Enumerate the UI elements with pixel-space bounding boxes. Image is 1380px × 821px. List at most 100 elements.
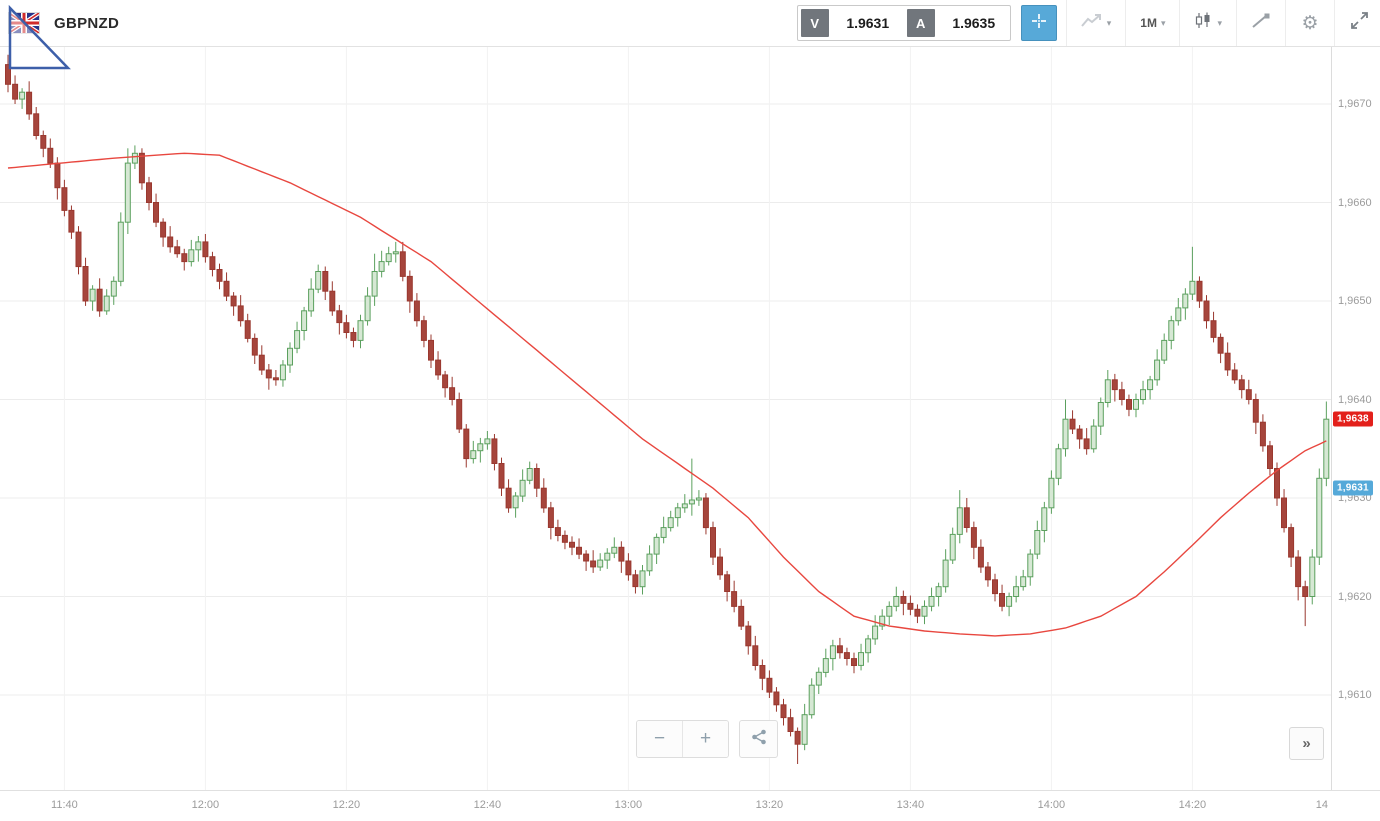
- candle-body: [1182, 293, 1189, 309]
- candle-body: [639, 570, 646, 588]
- candle-body: [322, 271, 329, 292]
- candle-body: [82, 266, 89, 302]
- candle-body: [540, 487, 547, 509]
- candle-body: [1189, 280, 1196, 295]
- time-axis[interactable]: 11:40 12:00 12:20 12:40 13:00 13:20 13:40 14:00…: [0, 790, 1380, 821]
- plus-icon: +: [699, 728, 712, 749]
- candle-body: [970, 527, 977, 548]
- candle-body: [583, 553, 590, 562]
- candle-body: [195, 241, 202, 251]
- candle-body: [498, 463, 505, 489]
- candle-body: [695, 497, 702, 501]
- candle-body: [928, 596, 935, 607]
- candle-body: [843, 652, 850, 659]
- candle-body: [103, 295, 110, 312]
- sell-button[interactable]: V: [800, 9, 829, 37]
- crosshair-tool-button[interactable]: [1020, 5, 1057, 41]
- candle-body: [209, 256, 216, 270]
- candle-body: [1281, 497, 1287, 529]
- candle-body: [702, 497, 709, 529]
- candle-body: [54, 162, 61, 189]
- candle-body: [547, 507, 554, 528]
- candle-body: [12, 83, 19, 100]
- candle-body: [124, 162, 131, 223]
- settings-button[interactable]: ⚙: [1295, 8, 1325, 38]
- candle-body: [1097, 402, 1104, 427]
- zoom-in-button[interactable]: +: [682, 721, 728, 757]
- x-axis-label: 14:20: [1178, 799, 1207, 811]
- zoom-out-button[interactable]: −: [637, 721, 682, 757]
- candle-body: [251, 337, 258, 356]
- symbol-title: GBPNZD: [54, 14, 120, 32]
- candle-body: [1245, 389, 1252, 401]
- collapse-chart-button[interactable]: [1344, 8, 1374, 38]
- candle-body: [942, 559, 949, 588]
- share-button[interactable]: [739, 720, 778, 758]
- candle-body: [237, 305, 244, 322]
- toolbar: GBPNZD V 1.9631 A 1.9635: [0, 0, 1380, 47]
- candle-body: [660, 527, 667, 538]
- scroll-to-latest-button[interactable]: »: [1289, 727, 1324, 760]
- ask-price[interactable]: 1.9635: [952, 15, 996, 31]
- candle-body: [470, 450, 477, 460]
- candle-body: [26, 91, 33, 115]
- candle-body: [569, 541, 575, 548]
- candle-body: [1062, 418, 1069, 450]
- candle-body: [138, 152, 145, 184]
- line-chart-type-button[interactable]: ▾: [1076, 13, 1117, 33]
- candle-body: [364, 295, 371, 322]
- candle-body: [343, 322, 350, 334]
- candle-body: [1013, 586, 1020, 598]
- candle-body: [900, 596, 907, 604]
- ask-button[interactable]: A: [906, 9, 935, 37]
- drawing-tools-button[interactable]: [1246, 8, 1276, 38]
- candle-body: [984, 566, 991, 581]
- x-axis-label: 13:00: [614, 799, 643, 811]
- candle-body: [999, 593, 1005, 607]
- candle-body: [279, 364, 286, 381]
- candle-body: [879, 615, 886, 627]
- candle-body: [590, 560, 597, 568]
- candle-body: [202, 241, 209, 258]
- candle-body: [1069, 418, 1076, 430]
- candle-body: [1252, 399, 1259, 423]
- chevron-down-icon: ▾: [1160, 17, 1166, 28]
- sell-price[interactable]: 1.9631: [846, 15, 890, 31]
- candle-body: [1175, 307, 1182, 322]
- candle-body: [576, 546, 582, 555]
- candle-body: [181, 253, 188, 263]
- candle-body: [392, 251, 399, 255]
- candle-body: [653, 536, 660, 555]
- candle-body: [131, 152, 138, 164]
- candle-body: [752, 645, 759, 666]
- candle-body: [935, 586, 942, 598]
- triangle-drawing[interactable]: [0, 0, 80, 80]
- candle-body: [1203, 300, 1210, 322]
- chart-area[interactable]: [0, 46, 1334, 790]
- chevrons-right-icon: »: [1302, 735, 1311, 752]
- share-icon: [751, 729, 767, 750]
- candlestick-type-button[interactable]: ▾: [1189, 12, 1227, 34]
- candle-body: [794, 730, 801, 745]
- candle-body: [1259, 421, 1266, 447]
- candle-body: [357, 320, 364, 341]
- candle-body: [265, 369, 272, 379]
- candle-body: [40, 135, 47, 149]
- timeframe-dropdown[interactable]: 1M ▾: [1135, 16, 1170, 30]
- candle-body: [146, 182, 152, 204]
- candle-body: [632, 574, 639, 588]
- candle-body: [1288, 527, 1295, 558]
- candle-body: [745, 625, 752, 647]
- price-chart[interactable]: [0, 46, 1334, 790]
- candle-body: [597, 559, 604, 568]
- candle-body: [75, 231, 82, 268]
- candle-body: [1126, 399, 1132, 410]
- candle-body: [1217, 336, 1224, 354]
- candle-body: [561, 534, 568, 543]
- candle-body: [836, 645, 843, 654]
- candle-body: [893, 596, 900, 607]
- price-axis[interactable]: 1,9670 1,9660 1,9650 1,9640 1,9630 1,9620 1,96…: [1332, 46, 1380, 790]
- candle-body: [294, 330, 301, 349]
- minus-icon: −: [653, 728, 666, 749]
- candle-body: [1168, 320, 1175, 341]
